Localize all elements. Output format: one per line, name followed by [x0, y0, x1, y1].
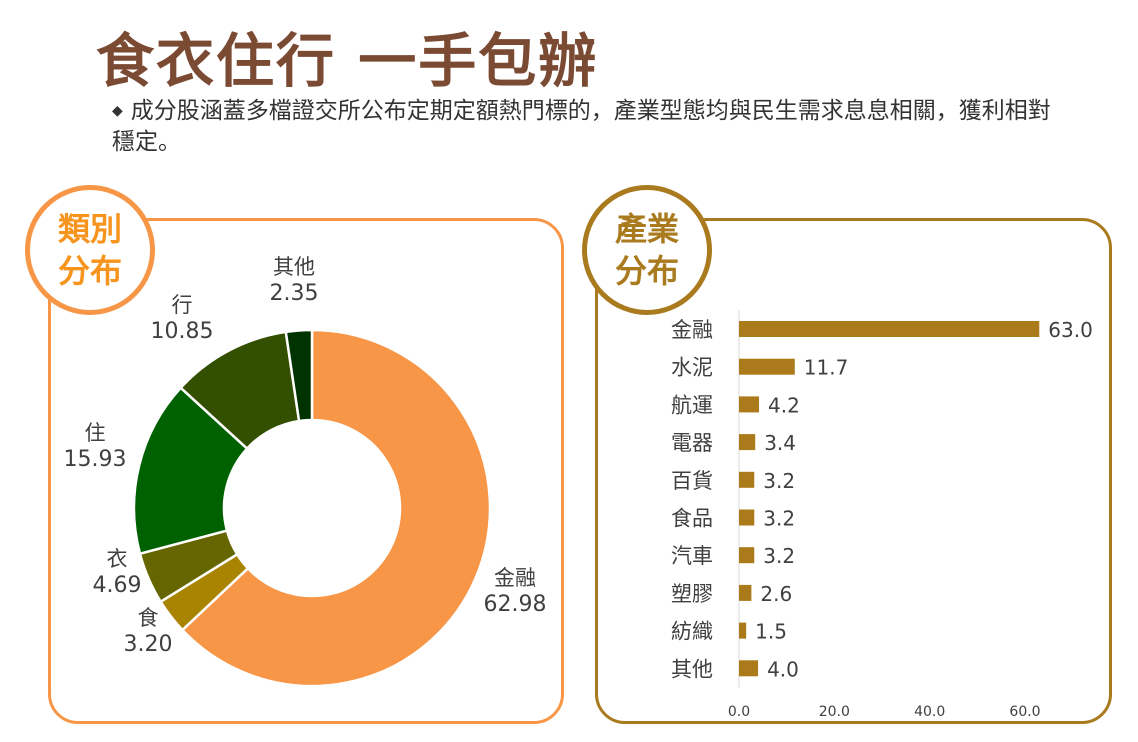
bar: [739, 471, 755, 488]
x-tick-label: 40.0: [914, 704, 945, 720]
donut-slice: [180, 328, 492, 688]
bar-category-label: 紡織: [671, 620, 713, 644]
bar-value-label: 3.2: [763, 469, 795, 493]
bar-value-label: 2.6: [760, 582, 792, 606]
donut-value-label: 10.85: [151, 319, 214, 344]
badge-line: 產業: [614, 210, 679, 248]
donut-category-label: 其他: [273, 255, 315, 279]
bar-category-label: 水泥: [671, 356, 713, 380]
bar-value-label: 4.2: [768, 393, 800, 417]
bar-value-label: 3.2: [763, 544, 795, 568]
x-tick-label: 0.0: [728, 704, 750, 720]
description: ◆ 成分股涵蓋多檔證交所公布定期定額熱門標的，產業型態均與民生需求息息相關，獲利相…: [112, 96, 1052, 158]
description-text: 成分股涵蓋多檔證交所公布定期定額熱門標的，產業型態均與民生需求息息相關，獲利相對…: [112, 98, 1051, 155]
x-tick-label: 20.0: [819, 704, 850, 720]
bar-category-label: 塑膠: [671, 582, 713, 606]
bar-category-label: 電器: [671, 431, 713, 455]
bar-category-label: 金融: [671, 318, 713, 342]
donut-category-label: 住: [85, 421, 106, 445]
donut-slice: [284, 328, 314, 423]
donut-value-label: 15.93: [64, 447, 127, 472]
bar: [739, 622, 747, 639]
bar: [739, 358, 795, 375]
bar-category-label: 航運: [671, 393, 713, 417]
bar-value-label: 11.7: [804, 356, 849, 380]
donut-value-label: 2.35: [270, 281, 319, 306]
page-title: 食衣住行 一手包辦: [96, 27, 599, 95]
bar-value-label: 3.4: [764, 431, 796, 455]
bar-value-label: 3.2: [763, 507, 795, 531]
bar: [739, 396, 760, 413]
bar-category-label: 其他: [671, 657, 713, 681]
badge-line: 分布: [614, 252, 679, 290]
donut-category-label: 金融: [494, 566, 536, 590]
donut-category-label: 行: [172, 293, 193, 317]
category-badge: 類別 分布: [25, 185, 155, 315]
x-tick-label: 60.0: [1009, 704, 1040, 720]
bar: [739, 434, 756, 451]
donut-value-label: 3.20: [124, 632, 173, 657]
industry-badge: 產業 分布: [582, 185, 712, 315]
donut-value-label: 4.69: [93, 573, 142, 598]
bar: [739, 321, 1040, 337]
bar-category-label: 食品: [671, 507, 713, 531]
bar: [739, 660, 759, 677]
bar-category-label: 百貨: [671, 469, 713, 493]
donut-category-label: 衣: [107, 547, 128, 571]
bar-value-label: 1.5: [755, 620, 787, 644]
donut-value-label: 62.98: [484, 592, 547, 617]
bar-value-label: 4.0: [767, 657, 799, 681]
donut-category-label: 食: [138, 606, 159, 630]
bar-value-label: 63.0: [1048, 318, 1093, 342]
bar: [739, 584, 752, 601]
donut-slice: [132, 386, 249, 556]
bar: [739, 547, 755, 564]
badge-line: 類別: [57, 210, 122, 248]
bar: [739, 509, 755, 526]
bullet-diamond-icon: ◆: [112, 103, 123, 119]
badge-line: 分布: [57, 252, 122, 290]
bar-category-label: 汽車: [671, 544, 713, 568]
